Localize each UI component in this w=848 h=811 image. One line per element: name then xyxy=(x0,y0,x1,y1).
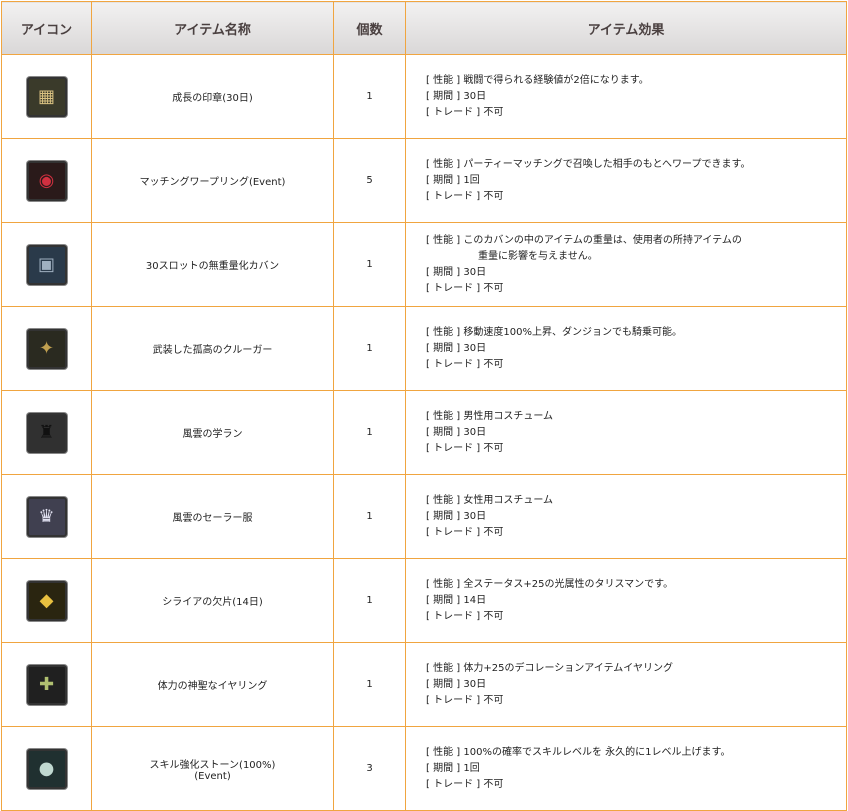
table-row: ♛ 風雲のセーラー服 1 [ 性能 ] 女性用コスチューム [ 期間 ] 30日… xyxy=(1,474,847,559)
table-row: ● スキル強化ストーン(100%) (Event) 3 [ 性能 ] 100%の確… xyxy=(1,726,847,811)
header-effect: アイテム効果 xyxy=(405,1,847,55)
perf-label: [ 性能 ] xyxy=(426,234,461,246)
trade-label: [ トレード ] xyxy=(426,610,481,622)
perf-label: [ 性能 ] xyxy=(426,746,461,758)
item-count: 1 xyxy=(333,474,406,559)
mount-icon: ✦ xyxy=(26,328,67,369)
period-label: [ 期間 ] xyxy=(426,762,461,774)
perf-text-cont: 重量に影響を与えません。 xyxy=(478,250,598,262)
period-text: 1回 xyxy=(463,762,480,774)
perf-text: 戦闘で得られる経験値が2倍になります。 xyxy=(463,74,649,86)
period-text: 30日 xyxy=(463,678,487,690)
period-text: 30日 xyxy=(463,342,487,354)
costume-female-icon: ♛ xyxy=(26,496,67,537)
header-count: 個数 xyxy=(333,1,406,55)
perf-text: 100%の確率でスキルレベルを 永久的に1レベル上げます。 xyxy=(463,746,731,758)
table-row: ▦ 成長の印章(30日) 1 [ 性能 ] 戦闘で得られる経験値が2倍になります… xyxy=(1,54,847,139)
perf-label: [ 性能 ] xyxy=(426,158,461,170)
item-count: 3 xyxy=(333,726,406,811)
item-count: 1 xyxy=(333,390,406,475)
table-row: ◆ シライアの欠片(14日) 1 [ 性能 ] 全ステータス+25の光属性のタリ… xyxy=(1,558,847,643)
item-name: 風雲の学ラン xyxy=(182,429,243,440)
talisman-icon: ◆ xyxy=(26,580,67,621)
trade-text: 不可 xyxy=(483,106,504,118)
period-label: [ 期間 ] xyxy=(426,342,461,354)
item-name-suffix: (Event) xyxy=(194,770,231,782)
trade-text: 不可 xyxy=(483,282,504,294)
trade-label: [ トレード ] xyxy=(426,106,481,118)
trade-label: [ トレード ] xyxy=(426,358,481,370)
perf-text: 男性用コスチューム xyxy=(463,410,554,422)
item-name: 体力の神聖なイヤリング xyxy=(157,681,268,692)
period-text: 30日 xyxy=(463,266,487,278)
item-name: スキル強化ストーン(100%) xyxy=(149,759,276,771)
item-name: 30スロットの無重量化カバン xyxy=(145,261,280,272)
item-count: 1 xyxy=(333,222,406,307)
trade-text: 不可 xyxy=(483,442,504,454)
perf-text: 女性用コスチューム xyxy=(463,494,554,506)
header-icon: アイコン xyxy=(1,1,92,55)
trade-label: [ トレード ] xyxy=(426,778,481,790)
perf-text: このカバンの中のアイテムの重量は、使用者の所持アイテムの xyxy=(463,234,742,246)
trade-text: 不可 xyxy=(483,358,504,370)
perf-text: 全ステータス+25の光属性のタリスマンです。 xyxy=(463,578,674,590)
earring-icon: ✚ xyxy=(26,664,67,705)
perf-label: [ 性能 ] xyxy=(426,578,461,590)
period-label: [ 期間 ] xyxy=(426,174,461,186)
trade-label: [ トレード ] xyxy=(426,282,481,294)
period-label: [ 期間 ] xyxy=(426,266,461,278)
item-count: 1 xyxy=(333,54,406,139)
period-label: [ 期間 ] xyxy=(426,510,461,522)
table-row: ✦ 武装した孤高のクルーガー 1 [ 性能 ] 移動速度100%上昇、ダンジョン… xyxy=(1,306,847,391)
period-text: 30日 xyxy=(463,510,487,522)
stone-icon: ● xyxy=(26,748,67,789)
perf-text: 体力+25のデコレーションアイテムイヤリング xyxy=(463,662,673,674)
period-text: 1回 xyxy=(463,174,480,186)
table-row: ◉ マッチングワープリング(Event) 5 [ 性能 ] パーティーマッチング… xyxy=(1,138,847,223)
item-name: マッチングワープリング(Event) xyxy=(139,177,286,188)
perf-label: [ 性能 ] xyxy=(426,494,461,506)
period-label: [ 期間 ] xyxy=(426,594,461,606)
trade-text: 不可 xyxy=(483,190,504,202)
item-name: 武装した孤高のクルーガー xyxy=(152,345,273,356)
trade-text: 不可 xyxy=(483,610,504,622)
table-header: アイコン アイテム名称 個数 アイテム効果 xyxy=(1,1,847,55)
trade-label: [ トレード ] xyxy=(426,526,481,538)
perf-label: [ 性能 ] xyxy=(426,74,461,86)
seal-icon: ▦ xyxy=(26,76,67,117)
trade-text: 不可 xyxy=(483,778,504,790)
item-count: 1 xyxy=(333,558,406,643)
item-count: 1 xyxy=(333,306,406,391)
trade-text: 不可 xyxy=(483,694,504,706)
trade-label: [ トレード ] xyxy=(426,694,481,706)
table-row: ♜ 風雲の学ラン 1 [ 性能 ] 男性用コスチューム [ 期間 ] 30日 [… xyxy=(1,390,847,475)
trade-label: [ トレード ] xyxy=(426,190,481,202)
perf-label: [ 性能 ] xyxy=(426,662,461,674)
perf-text: 移動速度100%上昇、ダンジョンでも騎乗可能。 xyxy=(463,326,682,338)
item-count: 1 xyxy=(333,642,406,727)
period-label: [ 期間 ] xyxy=(426,90,461,102)
item-name: 成長の印章(30日) xyxy=(172,93,253,104)
period-text: 30日 xyxy=(463,426,487,438)
item-count: 5 xyxy=(333,138,406,223)
bag-icon: ▣ xyxy=(26,244,67,285)
perf-text: パーティーマッチングで召喚した相手のもとへワープできます。 xyxy=(463,158,751,170)
period-label: [ 期間 ] xyxy=(426,678,461,690)
item-name: 風雲のセーラー服 xyxy=(172,513,253,524)
perf-label: [ 性能 ] xyxy=(426,410,461,422)
trade-label: [ トレード ] xyxy=(426,442,481,454)
perf-label: [ 性能 ] xyxy=(426,326,461,338)
period-text: 30日 xyxy=(463,90,487,102)
header-name: アイテム名称 xyxy=(91,1,334,55)
table-row: ✚ 体力の神聖なイヤリング 1 [ 性能 ] 体力+25のデコレーションアイテム… xyxy=(1,642,847,727)
period-text: 14日 xyxy=(463,594,487,606)
trade-text: 不可 xyxy=(483,526,504,538)
costume-male-icon: ♜ xyxy=(26,412,67,453)
item-name: シライアの欠片(14日) xyxy=(162,597,263,608)
table-row: ▣ 30スロットの無重量化カバン 1 [ 性能 ] このカバンの中のアイテムの重… xyxy=(1,222,847,307)
ring-icon: ◉ xyxy=(26,160,67,201)
period-label: [ 期間 ] xyxy=(426,426,461,438)
